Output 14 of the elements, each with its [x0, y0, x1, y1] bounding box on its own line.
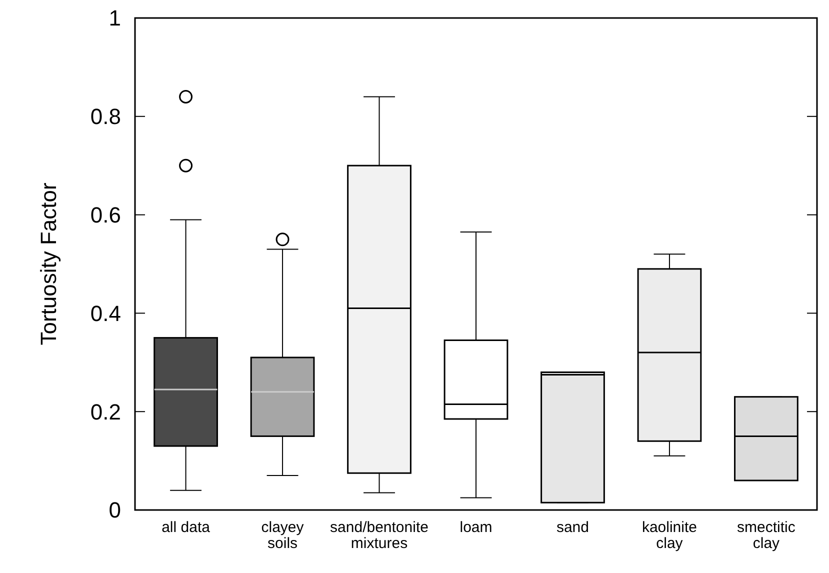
x-tick-label: kaolinite clay — [642, 519, 697, 552]
x-tick-label: sand/bentonite mixtures — [330, 519, 428, 552]
y-tick-label: 0.8 — [90, 104, 121, 130]
x-tick-label: loam — [460, 519, 492, 536]
x-tick-label: all data — [162, 519, 211, 536]
x-tick-label: clayey soils — [261, 519, 304, 552]
y-tick-label: 1 — [108, 6, 121, 31]
y-tick-label: 0.2 — [90, 399, 121, 424]
x-tick-label: smectitic clay — [737, 519, 796, 552]
y-tick-label: 0 — [108, 498, 121, 523]
y-axis-title: Tortuosity Factor — [36, 182, 61, 346]
y-tick-label: 0.6 — [90, 202, 121, 228]
y-tick-label: 0.4 — [90, 300, 121, 326]
x-tick-label: sand — [556, 519, 590, 536]
